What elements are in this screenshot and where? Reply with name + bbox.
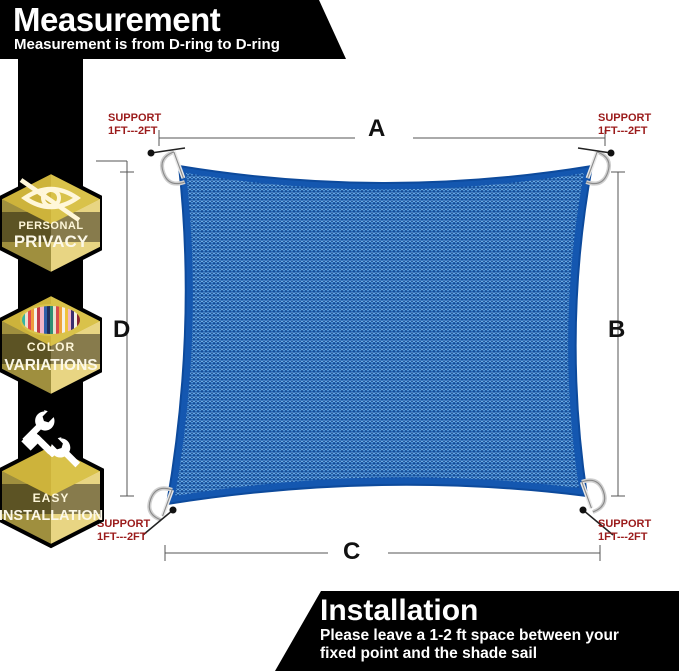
svg-text:PRIVACY: PRIVACY xyxy=(14,232,89,251)
svg-text:EASY: EASY xyxy=(33,491,70,505)
svg-text:INSTALLATION: INSTALLATION xyxy=(0,508,103,524)
svg-text:PERSONAL: PERSONAL xyxy=(18,220,83,232)
